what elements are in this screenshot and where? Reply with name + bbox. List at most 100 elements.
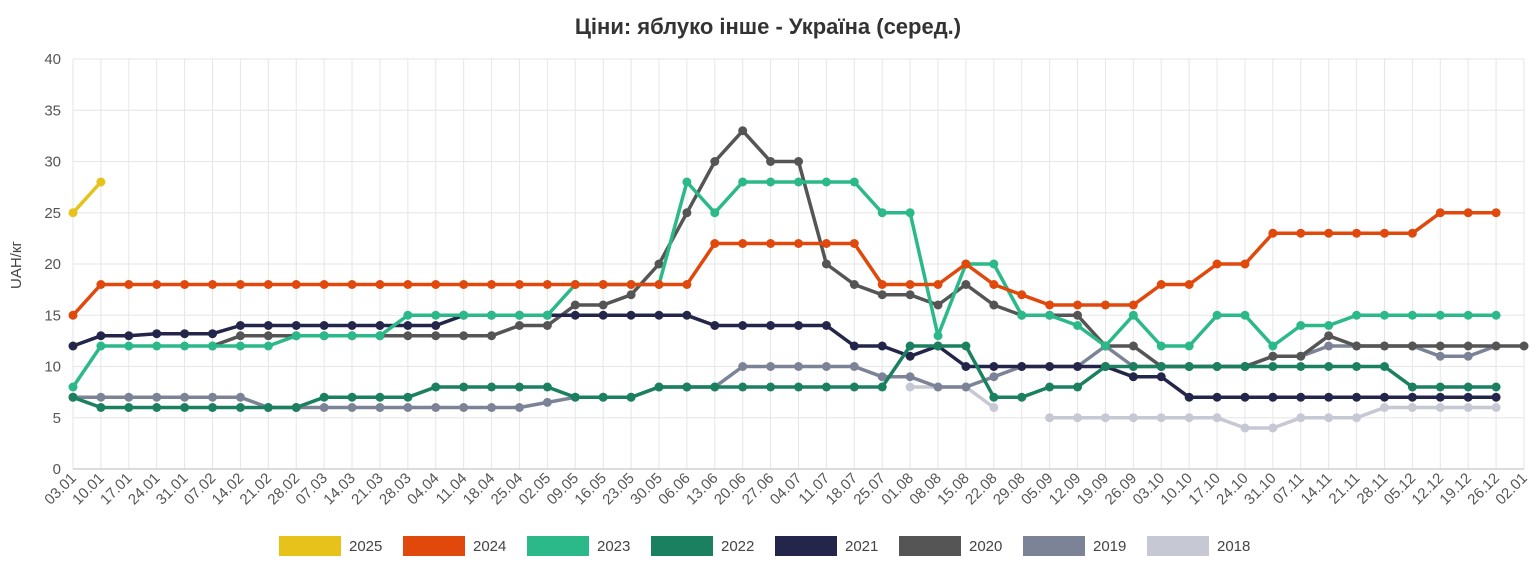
data-point-2020 <box>459 331 469 341</box>
data-point-2022 <box>905 341 915 351</box>
data-point-2021 <box>1407 392 1417 402</box>
data-point-2024 <box>598 280 608 289</box>
data-point-2019 <box>1324 341 1334 351</box>
legend-item-2018[interactable]: 2018 <box>1147 536 1250 556</box>
legend-item-2024[interactable]: 2024 <box>403 536 506 556</box>
data-point-2024 <box>1463 208 1473 218</box>
data-point-2021 <box>1240 392 1250 402</box>
data-point-2022 <box>1045 382 1055 392</box>
data-point-2023 <box>1324 321 1334 330</box>
data-point-2020 <box>1379 341 1389 351</box>
y-tick-label: 30 <box>44 154 61 171</box>
data-point-2021 <box>738 321 748 330</box>
series-line-2020 <box>210 129 1526 369</box>
data-point-2023 <box>180 341 190 351</box>
series-2020 <box>208 126 1529 371</box>
data-point-2022 <box>849 382 859 392</box>
data-point-2024 <box>989 280 999 289</box>
data-point-2025 <box>68 208 78 218</box>
data-point-2019 <box>180 392 190 402</box>
y-tick-label: 25 <box>44 205 61 222</box>
data-point-2020 <box>682 208 692 218</box>
data-point-2021 <box>570 310 580 320</box>
data-point-2024 <box>961 259 971 269</box>
legend-item-2020[interactable]: 2020 <box>899 536 1002 556</box>
data-point-2021 <box>1212 392 1222 402</box>
data-point-2023 <box>1073 321 1083 330</box>
data-point-2022 <box>319 392 329 402</box>
data-point-2020 <box>654 259 664 269</box>
data-point-2024 <box>403 280 413 289</box>
data-point-2024 <box>459 280 469 289</box>
data-point-2024 <box>933 280 943 289</box>
data-point-2023 <box>1240 310 1250 320</box>
data-point-2021 <box>1379 392 1389 402</box>
data-point-2021 <box>682 310 692 320</box>
data-point-2020 <box>487 331 497 341</box>
data-point-2024 <box>124 280 134 289</box>
data-point-2024 <box>208 280 218 289</box>
data-point-2020 <box>821 259 831 269</box>
legend-item-2025[interactable]: 2025 <box>279 536 382 556</box>
data-point-2024 <box>794 239 803 248</box>
data-point-2024 <box>654 280 664 289</box>
data-point-2022 <box>347 392 357 402</box>
legend-item-2021[interactable]: 2021 <box>775 536 878 556</box>
data-point-2019 <box>152 392 162 402</box>
data-point-2018 <box>1491 403 1501 412</box>
data-point-2022 <box>877 382 887 392</box>
data-point-2023 <box>1491 310 1501 320</box>
data-point-2021 <box>821 321 831 330</box>
data-point-2019 <box>542 397 552 407</box>
legend-item-2019[interactable]: 2019 <box>1023 536 1126 556</box>
data-point-2019 <box>431 403 441 412</box>
data-point-2024 <box>1379 228 1389 238</box>
x-tick-label: 21.11 <box>1326 470 1364 508</box>
data-point-2018 <box>1128 413 1138 423</box>
legend-item-2022[interactable]: 2022 <box>651 536 754 556</box>
data-point-2019 <box>766 362 776 371</box>
data-point-2021 <box>96 331 106 341</box>
data-point-2021 <box>1156 372 1166 382</box>
data-point-2018 <box>1407 403 1417 412</box>
data-point-2024 <box>1435 208 1445 218</box>
data-point-2024 <box>68 310 78 320</box>
data-point-2023 <box>877 208 887 218</box>
data-point-2021 <box>1435 392 1445 402</box>
data-point-2024 <box>487 280 497 289</box>
data-point-2020 <box>1268 351 1278 361</box>
data-point-2022 <box>96 403 106 412</box>
data-point-2024 <box>152 280 162 289</box>
data-point-2021 <box>794 321 803 330</box>
data-point-2024 <box>1268 228 1278 238</box>
data-point-2020 <box>1491 341 1501 351</box>
data-point-2024 <box>1491 208 1501 218</box>
data-point-2023 <box>514 310 524 320</box>
data-point-2019 <box>905 372 915 382</box>
data-point-2023 <box>1184 341 1194 351</box>
data-point-2020 <box>431 331 441 341</box>
y-tick-label: 15 <box>44 307 61 324</box>
data-point-2024 <box>291 280 301 289</box>
data-point-2023 <box>96 341 106 351</box>
data-point-2020 <box>626 290 636 300</box>
data-point-2024 <box>626 280 636 289</box>
data-point-2023 <box>1017 310 1027 320</box>
data-point-2022 <box>570 392 580 402</box>
data-point-2021 <box>654 310 664 320</box>
legend-label: 2023 <box>597 538 630 555</box>
legend-swatch-icon <box>279 536 341 556</box>
data-point-2022 <box>1212 362 1222 371</box>
data-point-2021 <box>68 341 78 351</box>
data-point-2021 <box>375 321 385 330</box>
legend[interactable]: 2025 2024 2023 2022 2021 2020 2019 2018 <box>279 536 1250 556</box>
data-point-2022 <box>1296 362 1306 371</box>
data-point-2024 <box>1184 280 1194 289</box>
x-tick-label: 31.10 <box>1241 470 1280 509</box>
data-point-2021 <box>598 310 608 320</box>
legend-item-2023[interactable]: 2023 <box>527 536 630 556</box>
data-point-2022 <box>1100 362 1110 371</box>
data-point-2022 <box>1491 382 1501 392</box>
data-point-2021 <box>180 329 190 339</box>
